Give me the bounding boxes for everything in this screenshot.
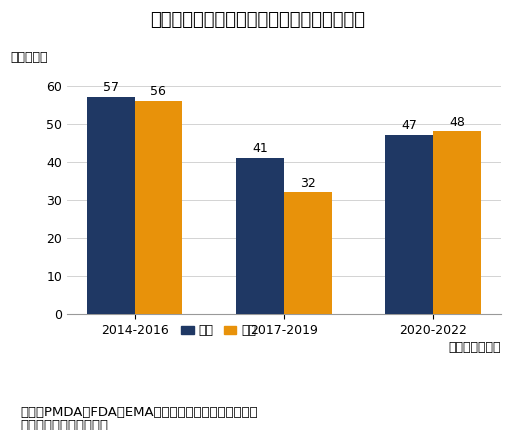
Text: 56: 56 (151, 85, 166, 98)
Text: （日本承認年）: （日本承認年） (448, 341, 501, 354)
Text: 32: 32 (300, 176, 316, 190)
Text: 図８　日本と欧米の申請取得企業の同一該非: 図８ 日本と欧米の申請取得企業の同一該非 (151, 11, 365, 29)
Bar (433, 131, 481, 314)
Text: 業政策研究所にて作成: 業政策研究所にて作成 (21, 419, 109, 430)
Bar (135, 101, 182, 314)
Text: 出所：PMDA、FDA、EMAの各公開情報をもとに医薬産: 出所：PMDA、FDA、EMAの各公開情報をもとに医薬産 (21, 406, 259, 419)
Bar (385, 135, 433, 314)
Text: 48: 48 (449, 116, 465, 129)
Text: （品目数）: （品目数） (11, 51, 48, 64)
Bar (87, 97, 135, 314)
Bar (284, 192, 332, 314)
Text: 41: 41 (252, 142, 268, 155)
Bar (236, 158, 284, 314)
Legend: 同一, 不同: 同一, 不同 (176, 319, 261, 342)
Text: 57: 57 (103, 81, 119, 95)
Text: 47: 47 (401, 120, 417, 132)
